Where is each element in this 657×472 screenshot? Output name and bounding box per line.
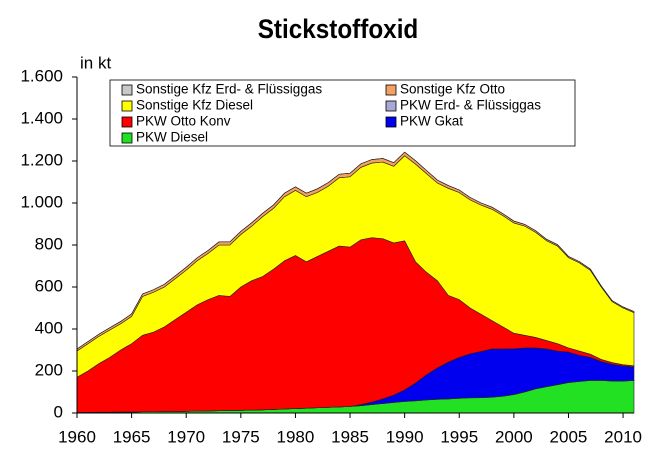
x-tick-label: 1980 [277,427,315,446]
x-tick-label: 1965 [113,427,151,446]
y-tick-label: 0 [54,402,63,421]
legend-label: PKW Gkat [400,114,463,129]
x-tick-label: 2000 [495,427,533,446]
y-tick-label: 1.600 [20,66,63,85]
area [76,151,635,350]
legend-label: Sonstige Kfz Erd- & Flüssiggas [136,82,322,97]
legend-swatch [385,116,397,128]
y-tick-label: 600 [35,276,63,295]
legend-swatch [121,100,133,112]
legend-swatch [121,132,133,144]
y-tick-label: 400 [35,318,63,337]
y-tick-label: 800 [35,234,63,253]
x-tick-label: 1975 [222,427,260,446]
legend-swatch [385,100,397,112]
y-tick-label: 1.200 [20,150,63,169]
legend-label: Sonstige Kfz Otto [400,82,505,97]
legend-label: PKW Diesel [136,130,208,145]
x-tick-label: 1960 [58,427,96,446]
x-tick-label: 1970 [167,427,205,446]
x-tick-label: 1995 [440,427,478,446]
legend-label: PKW Erd- & Flüssiggas [400,98,541,113]
y-tick-label: 200 [35,360,63,379]
y-tick-label: 1.400 [20,108,63,127]
x-tick-label: 2005 [550,427,588,446]
x-tick-label: 1990 [386,427,424,446]
legend-box [109,79,576,147]
legend-swatch [385,84,397,96]
legend-label: PKW Otto Konv [136,114,231,129]
legend-swatch [121,84,133,96]
x-tick-label: 1985 [331,427,369,446]
legend-swatch [121,116,133,128]
y-axis-label: in kt [80,53,111,72]
chart-title: Stickstoffoxid [258,15,419,44]
x-tick-label: 2010 [604,427,642,446]
legend-label: Sonstige Kfz Diesel [136,98,253,113]
y-tick-label: 1.000 [20,192,63,211]
